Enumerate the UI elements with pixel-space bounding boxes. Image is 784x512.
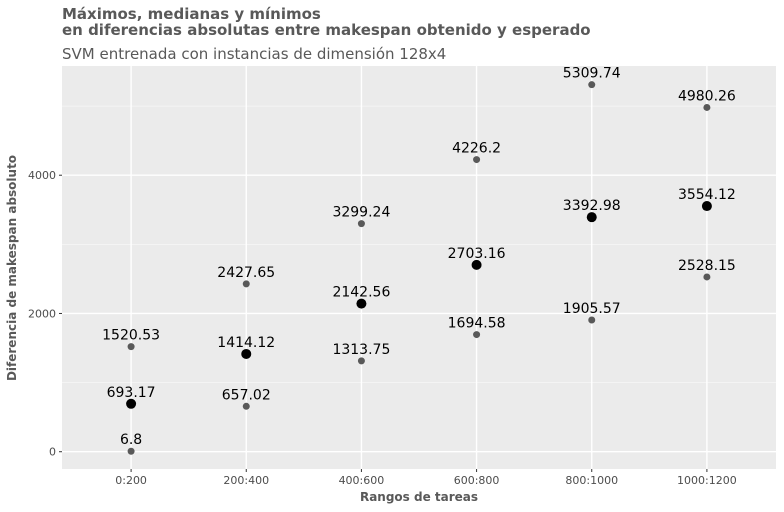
y-axis-ticks: 0 2000 4000 [28, 169, 62, 459]
data-point [241, 348, 252, 359]
data-label: 2703.16 [448, 246, 506, 262]
data-label: 2142.56 [332, 285, 390, 301]
data-point [703, 273, 711, 281]
data-label: 6.8 [120, 432, 142, 448]
data-label: 1905.57 [563, 301, 621, 317]
data-label: 693.17 [107, 385, 156, 401]
data-point [242, 280, 250, 288]
data-points [126, 81, 712, 455]
data-label: 1520.53 [102, 328, 160, 344]
data-point [588, 81, 596, 89]
data-point [127, 447, 135, 455]
data-point [473, 331, 481, 339]
chart-subtitle: SVM entrenada con instancias de dimensió… [62, 45, 446, 63]
x-tick-label: 1000:1200 [677, 474, 737, 487]
data-label: 3554.12 [678, 187, 736, 203]
data-label: 1313.75 [332, 342, 390, 358]
y-tick-label: 2000 [28, 307, 56, 320]
data-label: 5309.74 [563, 66, 621, 82]
y-tick-label: 0 [49, 446, 56, 459]
data-label: 2528.15 [678, 258, 736, 274]
x-tick-label: 600:800 [454, 474, 500, 487]
data-point [127, 343, 135, 351]
data-labels: 1520.53 2427.65 3299.24 4226.2 5309.74 4980.2… [102, 66, 736, 449]
x-tick-label: 400:600 [339, 474, 385, 487]
x-axis-ticks: 0:200 200:400 400:600 600:800 800:1000 1000:1… [115, 469, 737, 487]
x-tick-label: 200:400 [223, 474, 269, 487]
data-point [588, 316, 596, 324]
data-point [701, 201, 712, 212]
data-label: 1414.12 [217, 335, 275, 351]
data-point [473, 156, 481, 164]
chart-title-line2: en diferencias absolutas entre makespan … [62, 21, 591, 39]
data-point [126, 398, 137, 409]
data-point [703, 103, 711, 111]
data-label: 1694.58 [448, 316, 506, 332]
data-point [586, 212, 597, 223]
data-point [357, 220, 365, 228]
y-tick-label: 4000 [28, 169, 56, 182]
plot-panel [62, 66, 776, 469]
chart-title-line1: Máximos, medianas y mínimos [62, 5, 321, 23]
data-label: 657.02 [222, 387, 271, 403]
data-label: 4980.26 [678, 88, 736, 104]
data-point [242, 402, 250, 410]
data-label: 2427.65 [217, 265, 275, 281]
data-point [357, 357, 365, 365]
x-axis-title: Rangos de tareas [360, 490, 478, 504]
data-label: 3392.98 [563, 198, 621, 214]
y-axis-title: Diferencia de makespan absoluto [5, 155, 19, 381]
data-point [471, 259, 482, 270]
data-point [356, 298, 367, 309]
x-tick-label: 800:1000 [565, 474, 618, 487]
data-label: 3299.24 [332, 205, 390, 221]
data-label: 4226.2 [452, 141, 501, 157]
x-tick-label: 0:200 [115, 474, 147, 487]
